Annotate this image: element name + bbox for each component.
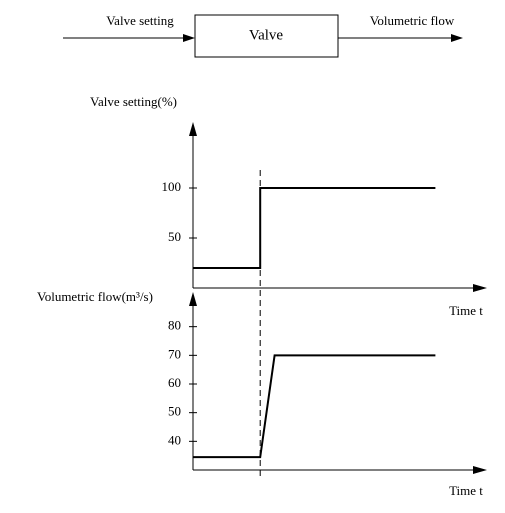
y-tick-label: 40 [168,432,181,447]
arrow-head [451,34,463,42]
y-tick-label: 100 [162,179,182,194]
input-label: Valve setting [106,13,174,28]
x-axis-arrow [473,284,487,292]
data-line [193,354,436,459]
data-line [193,187,436,269]
y-axis-arrow [189,292,197,306]
y-tick-label: 60 [168,375,181,390]
output-label: Volumetric flow [370,13,455,28]
y-tick-label: 50 [168,404,181,419]
valve-box [194,14,339,58]
x-axis-label: Time t [449,483,483,498]
x-axis-arrow [473,466,487,474]
y-tick-label: 50 [168,229,181,244]
y-axis-label: Volumetric flow(m³/s) [37,289,153,304]
y-axis-label: Valve setting(%) [90,94,177,109]
arrow-head [183,34,195,42]
y-tick-label: 80 [168,318,181,333]
x-axis-label: Time t [449,303,483,318]
y-tick-label: 70 [168,346,181,361]
block-label: Valve [249,27,283,43]
y-axis-arrow [189,122,197,136]
